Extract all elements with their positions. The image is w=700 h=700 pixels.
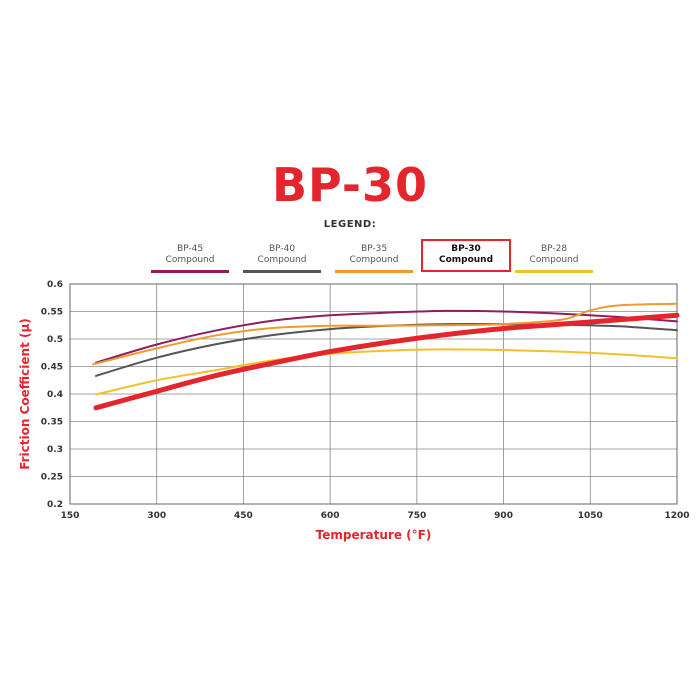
x-axis-label: Temperature (°F): [316, 528, 432, 542]
legend-item-bp-45: BP-45 Compound: [147, 244, 233, 273]
y-tick-label: 0.6: [47, 280, 63, 290]
series-line-bp-45: [95, 309, 678, 364]
legend-item-bp-35: BP-35 Compound: [331, 244, 417, 273]
x-tick-label: 450: [234, 511, 253, 521]
x-tick-label: 1200: [664, 511, 689, 521]
y-tick-label: 0.55: [41, 308, 63, 318]
legend-sublabel: Compound: [529, 255, 579, 265]
y-tick-label: 0.4: [47, 390, 63, 400]
x-tick-label: 900: [494, 511, 513, 521]
legend-label: BP-40: [268, 244, 296, 254]
series-line-bp-28: [95, 348, 678, 396]
y-tick-label: 0.45: [41, 363, 63, 373]
y-axis-label: Friction Coefficient (µ): [18, 318, 32, 470]
legend-sublabel: Compound: [165, 255, 215, 265]
x-tick-label: 1050: [578, 511, 603, 521]
y-tick-label: 0.5: [47, 335, 63, 345]
legend-label: BP-30: [451, 244, 481, 254]
legend-heading: LEGEND:: [323, 219, 377, 230]
chart-title: BP-30: [271, 158, 429, 212]
legend-item-bp-40: BP-40 Compound: [239, 244, 325, 273]
x-tick-label: 750: [407, 511, 426, 521]
legend-swatch: [335, 270, 413, 273]
x-tick-label: 600: [321, 511, 340, 521]
legend-item-bp-30: BP-30 Compound: [421, 239, 511, 272]
y-tick-label: 0.3: [47, 445, 63, 455]
series-line-bp-35: [92, 302, 678, 366]
plot-border: [69, 283, 678, 505]
y-tick-label: 0.25: [41, 473, 63, 483]
series-line-bp-30: [93, 312, 680, 411]
x-tick-label: 150: [61, 511, 80, 521]
legend-swatch: [151, 270, 229, 273]
legend-item-bp-28: BP-28 Compound: [511, 244, 597, 273]
legend-sublabel: Compound: [349, 255, 399, 265]
legend-swatch: [243, 270, 321, 273]
y-tick-label: 0.35: [41, 418, 63, 428]
legend-label: BP-35: [360, 244, 388, 254]
legend-sublabel: Compound: [257, 255, 307, 265]
legend-sublabel: Compound: [438, 255, 494, 265]
legend-label: BP-45: [176, 244, 204, 254]
x-tick-label: 300: [147, 511, 166, 521]
legend-label: BP-28: [540, 244, 568, 254]
y-tick-label: 0.2: [47, 500, 63, 510]
legend-swatch: [515, 270, 593, 273]
